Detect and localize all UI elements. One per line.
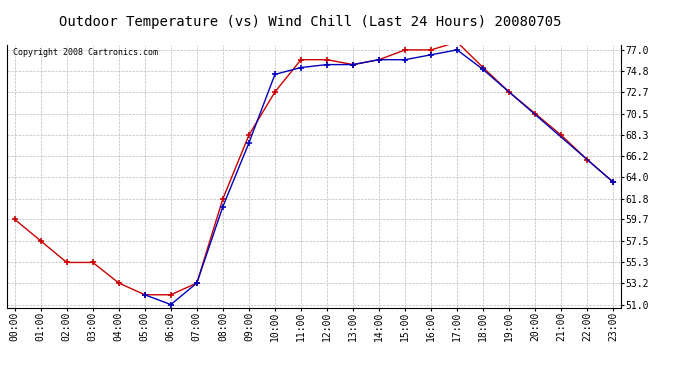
Text: Copyright 2008 Cartronics.com: Copyright 2008 Cartronics.com [13, 48, 158, 57]
Text: Outdoor Temperature (vs) Wind Chill (Last 24 Hours) 20080705: Outdoor Temperature (vs) Wind Chill (Las… [59, 15, 562, 29]
